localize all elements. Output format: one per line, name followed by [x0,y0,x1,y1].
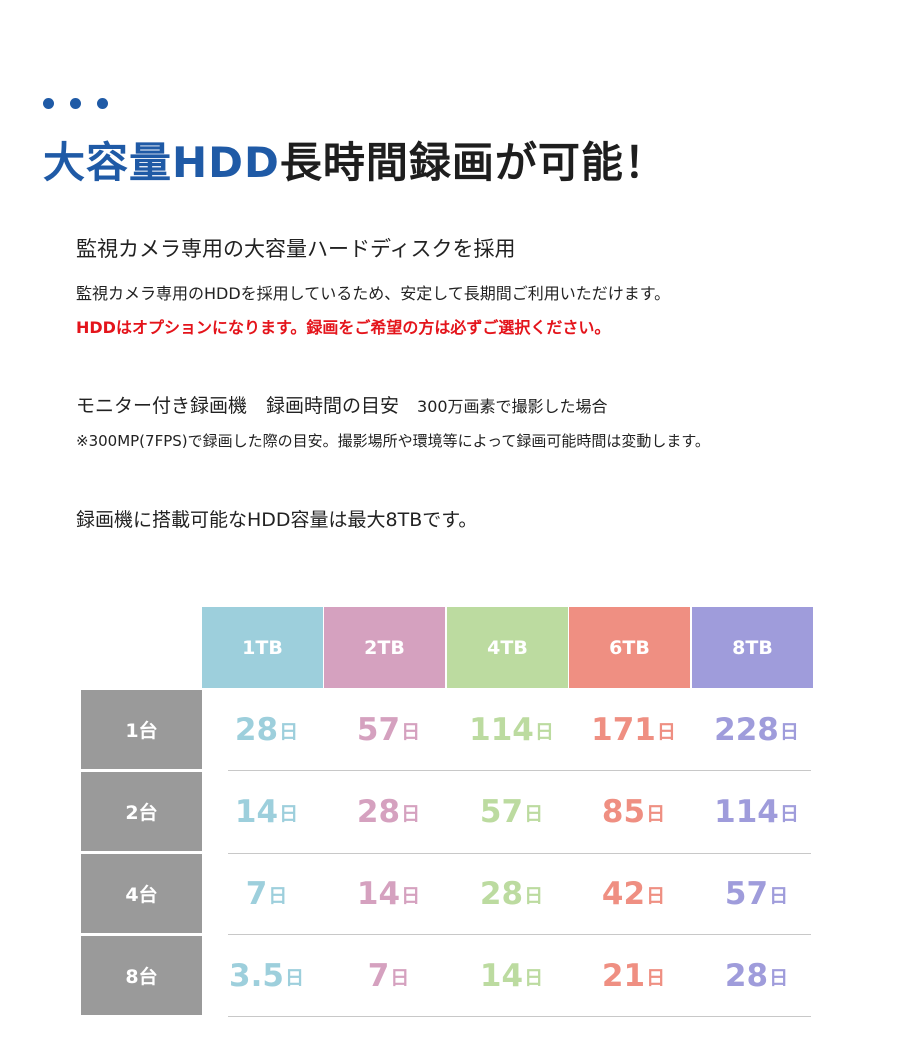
dot [97,98,108,109]
section2-note: ※300MP(7FPS)で録画した際の目安。撮影場所や環境等によって録画可能時間… [76,432,710,450]
days-value: 28 [234,712,279,748]
column-header-6tb: 6TB [569,607,690,688]
section2-subheading: 300万画素で撮影した場合 [417,397,608,416]
days-unit: 日 [279,802,299,825]
table-cell: 85 日 [573,772,694,852]
title-accent: 大容量HDD [43,138,280,187]
days-value: 28 [356,794,401,830]
column-header-4tb: 4TB [447,607,568,688]
table-cell: 3.5 日 [206,936,327,1016]
section2-heading: モニター付き録画機 録画時間の目安 300万画素で撮影した場合 [76,391,608,418]
days-unit: 日 [401,802,421,825]
row-header: 2台 [81,772,202,851]
section1-notice: HDDはオプションになります。録画をご希望の方は必ずご選択ください。 [76,318,611,337]
days-unit: 日 [390,966,410,989]
table-cell: 228 日 [696,690,817,770]
days-unit: 日 [534,720,554,743]
days-value: 114 [469,712,534,748]
table-cell: 28 日 [696,936,817,1016]
days-unit: 日 [401,720,421,743]
days-unit: 日 [779,802,799,825]
days-unit: 日 [401,884,421,907]
days-value: 114 [714,794,779,830]
table-cell: 114 日 [451,690,572,770]
column-header-1tb: 1TB [202,607,323,688]
decorative-dots [43,98,108,109]
days-unit: 日 [646,884,666,907]
days-unit: 日 [524,884,544,907]
days-unit: 日 [284,966,304,989]
days-value: 7 [367,958,390,994]
section3-heading: 録画機に搭載可能なHDD容量は最大8TBです。 [76,509,478,531]
days-unit: 日 [646,802,666,825]
days-unit: 日 [524,966,544,989]
table-cell: 14 日 [328,854,449,934]
days-unit: 日 [524,802,544,825]
row-divider [228,770,811,771]
days-unit: 日 [656,720,676,743]
days-value: 14 [356,876,401,912]
days-value: 228 [714,712,779,748]
title-rest: 長時間録画が可能！ [279,138,667,187]
column-header-8tb: 8TB [692,607,813,688]
table-cell: 14 日 [451,936,572,1016]
days-value: 3.5 [229,958,284,994]
days-value: 28 [479,876,524,912]
table-cell: 14 日 [206,772,327,852]
row-divider [228,934,811,935]
days-value: 85 [601,794,646,830]
section1-body: 監視カメラ専用のHDDを採用しているため、安定して長期間ご利用いただけます。 [76,284,671,303]
table-cell: 28 日 [451,854,572,934]
days-unit: 日 [279,720,299,743]
row-header: 8台 [81,936,202,1015]
row-divider [228,853,811,854]
days-unit: 日 [779,720,799,743]
days-value: 57 [356,712,401,748]
row-header: 4台 [81,854,202,933]
table-cell: 28 日 [328,772,449,852]
row-divider [228,1016,811,1017]
days-value: 14 [234,794,279,830]
table-cell: 171 日 [573,690,694,770]
days-unit: 日 [769,966,789,989]
row-header: 1台 [81,690,202,769]
days-value: 28 [724,958,769,994]
days-value: 57 [724,876,769,912]
dot [70,98,81,109]
section2-title: モニター付き録画機 録画時間の目安 [76,395,400,417]
table-cell: 57 日 [451,772,572,852]
days-value: 7 [245,876,268,912]
days-value: 171 [591,712,656,748]
table-cell: 21 日 [573,936,694,1016]
table-cell: 57 日 [696,854,817,934]
dot [43,98,54,109]
table-cell: 57 日 [328,690,449,770]
days-value: 14 [479,958,524,994]
days-value: 21 [601,958,646,994]
days-unit: 日 [268,884,288,907]
days-unit: 日 [769,884,789,907]
days-value: 57 [479,794,524,830]
section1-heading: 監視カメラ専用の大容量ハードディスクを採用 [76,237,516,261]
days-unit: 日 [646,966,666,989]
table-cell: 28 日 [206,690,327,770]
table-cell: 42 日 [573,854,694,934]
table-cell: 114 日 [696,772,817,852]
page-title: 大容量HDD長時間録画が可能！ [43,133,667,193]
days-value: 42 [601,876,646,912]
column-header-2tb: 2TB [324,607,445,688]
